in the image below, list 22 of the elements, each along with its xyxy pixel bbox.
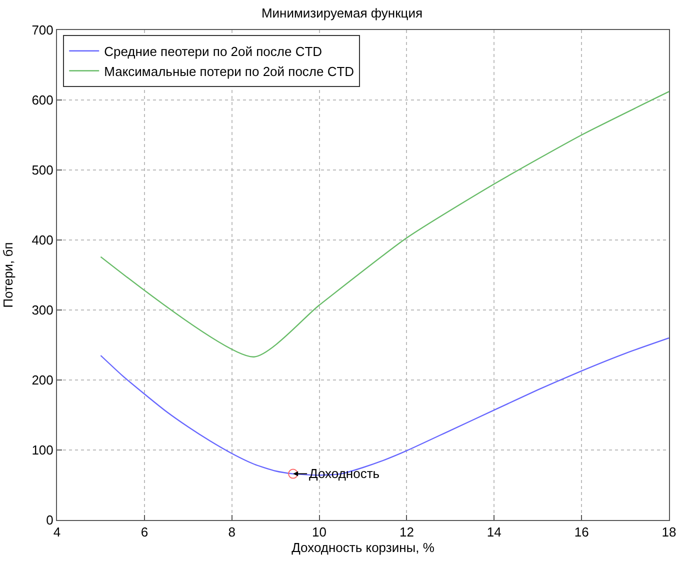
x-tick-label: 16 bbox=[574, 524, 589, 540]
x-tick-label: 18 bbox=[662, 524, 676, 540]
x-axis-title: Доходность корзины, % bbox=[292, 540, 435, 556]
x-tick-label: 10 bbox=[312, 524, 327, 540]
y-tick-label: 700 bbox=[32, 22, 54, 38]
y-tick-label: 100 bbox=[32, 442, 54, 458]
y-tick-label: 0 bbox=[46, 512, 54, 528]
x-tick-label: 4 bbox=[53, 524, 61, 540]
x-tick-label: 6 bbox=[140, 524, 148, 540]
y-tick-label: 200 bbox=[32, 372, 54, 388]
y-tick-label: 500 bbox=[32, 162, 54, 178]
line-series bbox=[100, 91, 669, 358]
legend-label: Средние пеотери по 2ой после CTD bbox=[104, 44, 322, 59]
x-tick-label: 14 bbox=[486, 524, 502, 540]
y-axis-title: Потери, бп bbox=[0, 242, 16, 308]
x-tick-label: 8 bbox=[228, 524, 236, 540]
x-tick-label: 12 bbox=[399, 524, 414, 540]
y-tick-label: 400 bbox=[32, 232, 54, 248]
chart-title: Минимизируемая функция bbox=[261, 6, 423, 21]
legend-label: Максимальные потери по 2ой после CTD bbox=[104, 64, 354, 79]
y-tick-label: 300 bbox=[32, 302, 54, 318]
y-tick-label: 600 bbox=[32, 92, 54, 108]
